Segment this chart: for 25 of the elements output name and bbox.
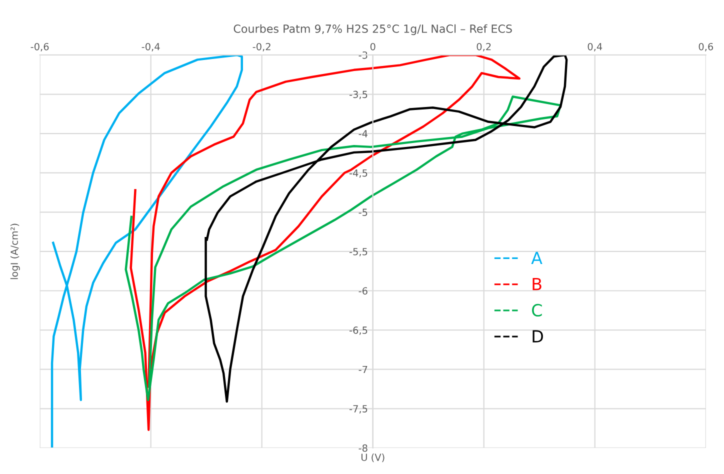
legend-label: D	[532, 330, 543, 342]
y-axis-title: logI (A/cm²)	[10, 224, 20, 280]
y-tick-label: -6	[358, 287, 368, 295]
y-tick-label: -3,5	[350, 90, 368, 100]
line-series	[50, 54, 243, 448]
x-tick-label: -0,6	[30, 42, 49, 52]
legend-label: A	[531, 252, 542, 264]
y-tick-label: -7,5	[350, 405, 368, 414]
y-tick-label: -7	[358, 366, 368, 374]
y-tick-label: -6,5	[350, 326, 368, 335]
x-axis-title: U (V)	[361, 453, 384, 462]
y-tick-label: -4	[358, 130, 368, 138]
legend-label: C	[532, 304, 542, 317]
y-tick-label: -4,5	[350, 169, 368, 178]
y-tick-label: -5	[358, 208, 368, 216]
legend-label: B	[532, 278, 542, 290]
y-tick-label: -5,5	[350, 248, 368, 256]
x-tick-label: 0	[370, 42, 376, 50]
x-tick-label: 0,2	[476, 42, 491, 52]
x-tick-label: -0,4	[142, 42, 160, 52]
chart-title: Courbes Patm 9,7% H2S 25°C 1g/L NaCl – Ref ECS	[234, 24, 512, 36]
x-tick-label: 0,4	[588, 42, 602, 52]
x-tick-label: -0,2	[252, 42, 270, 52]
y-tick-label: -8	[358, 444, 368, 452]
x-tick-label: 0,6	[698, 42, 714, 52]
